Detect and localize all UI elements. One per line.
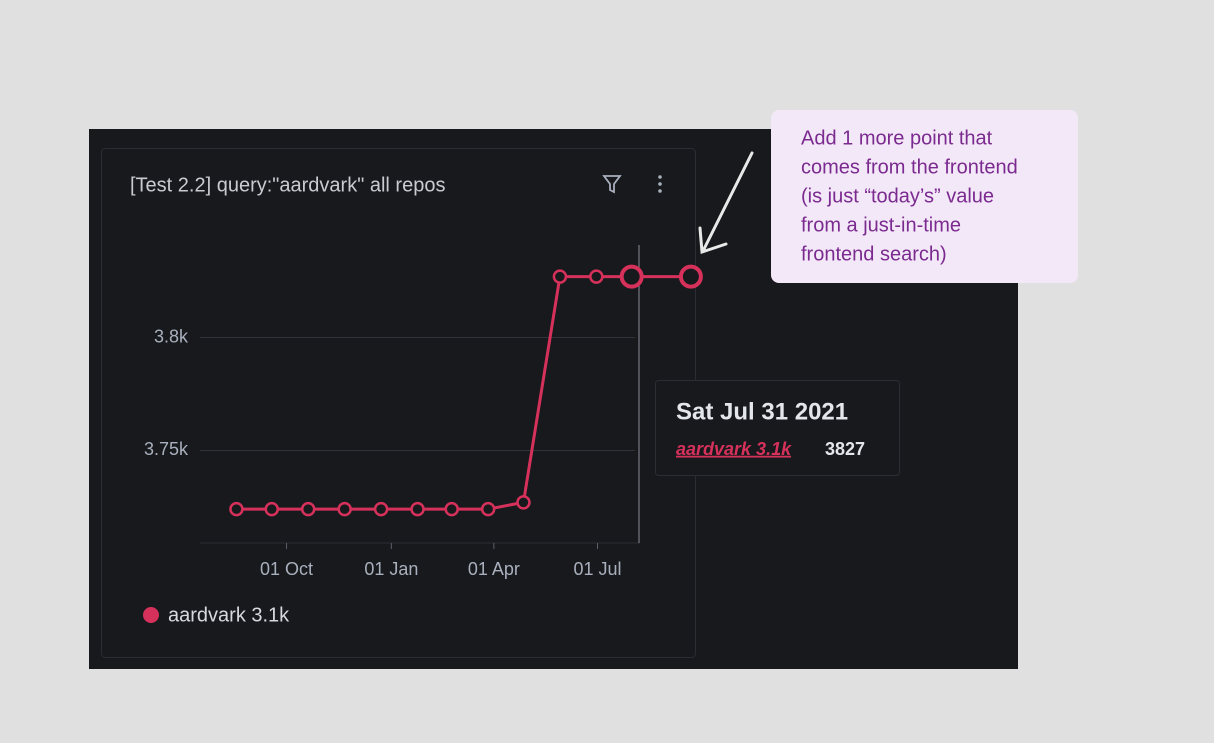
annotation-line: (is just “today’s” value: [801, 185, 994, 207]
annotation-box: [771, 110, 1078, 283]
data-point: [589, 269, 604, 284]
annotation-line: comes from the frontend: [801, 156, 1018, 178]
tooltip-box: [655, 380, 900, 476]
data-point: [444, 501, 459, 517]
y-tick-label: 3.8k: [154, 326, 189, 346]
data-point: [480, 501, 496, 517]
annotation-line: Add 1 more point that: [801, 127, 993, 149]
filter-icon[interactable]: [602, 175, 622, 194]
data-point: [264, 501, 280, 517]
y-tick-label: 3.75k: [144, 439, 189, 459]
legend-label[interactable]: aardvark 3.1k: [168, 604, 290, 626]
annotation: Add 1 more point that comes from the fron…: [698, 110, 1078, 283]
annotation-line: frontend search): [801, 243, 947, 265]
data-point: [678, 264, 703, 289]
data-point: [552, 269, 568, 284]
tooltip: Sat Jul 31 2021 aardvark 3.1k 3827: [655, 380, 900, 476]
plot: 3.75k 3.8k 01 Oct 01 Jan 01 Apr 01 Jul: [144, 264, 703, 579]
data-point: [516, 495, 531, 510]
tooltip-title: Sat Jul 31 2021: [676, 398, 848, 425]
data-point: [229, 501, 244, 517]
tooltip-value: 3827: [825, 439, 865, 459]
annotation-arrow: [698, 151, 754, 255]
data-point: [300, 501, 316, 517]
x-tick-label: 01 Apr: [468, 559, 520, 579]
menu-icon[interactable]: [658, 175, 662, 193]
x-tick-label: 01 Jan: [364, 559, 418, 579]
x-tick-label: 01 Oct: [260, 559, 313, 579]
data-point: [410, 501, 425, 517]
tooltip-series: aardvark 3.1k: [676, 439, 792, 459]
x-tick-label: 01 Jul: [573, 559, 621, 579]
data-point: [619, 264, 644, 289]
annotation-line: from a just-in-time: [801, 214, 961, 236]
data-point: [337, 501, 352, 517]
legend-marker[interactable]: [143, 607, 159, 623]
chart-card: [101, 148, 696, 658]
chart-title: [Test 2.2] query:"aardvark" all repos: [130, 174, 445, 196]
data-point: [373, 501, 389, 517]
